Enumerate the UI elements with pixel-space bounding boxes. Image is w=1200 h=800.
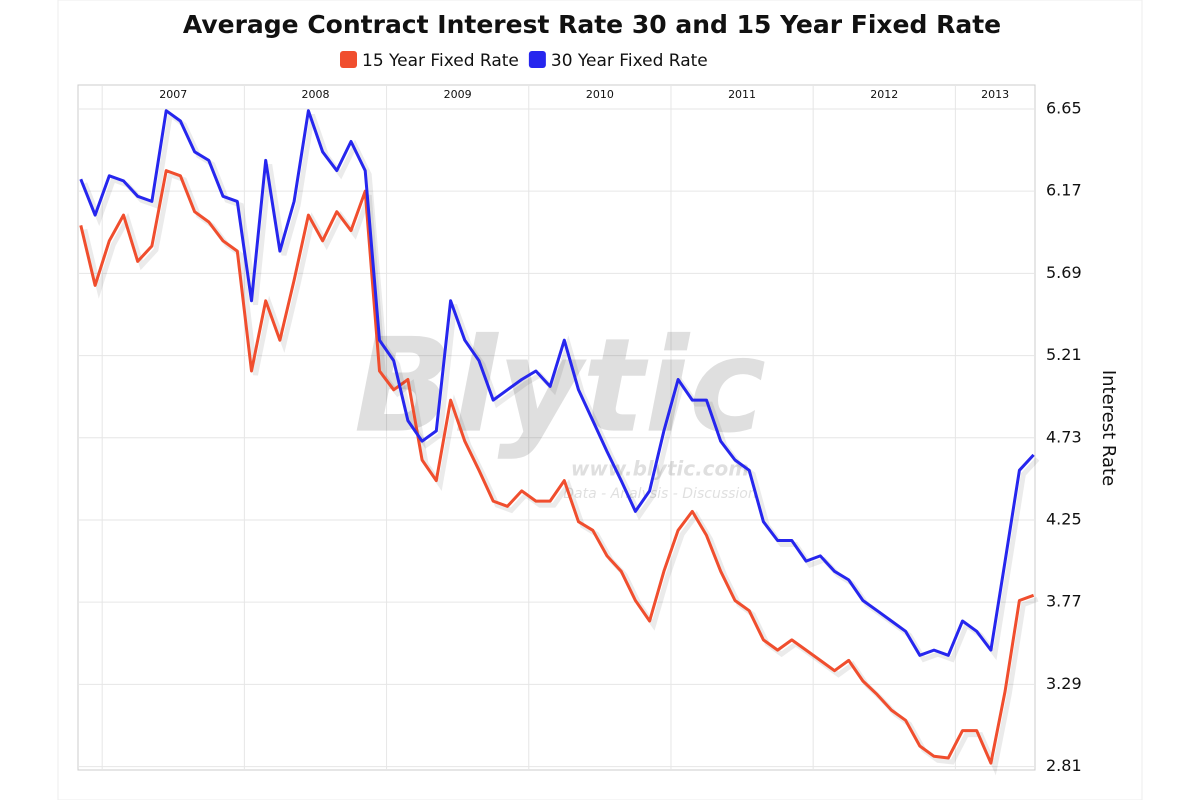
y-tick-label: 6.65 bbox=[1046, 98, 1082, 117]
y-tick-label: 5.21 bbox=[1046, 345, 1082, 364]
x-tick-label: 2009 bbox=[444, 88, 472, 101]
legend-swatch bbox=[340, 51, 357, 68]
watermark-tagline: Data - Analysis - Discussion bbox=[563, 486, 756, 502]
y-axis-label: Interest Rate bbox=[1098, 370, 1119, 486]
y-tick-label: 2.81 bbox=[1046, 756, 1082, 775]
y-tick-label: 6.17 bbox=[1046, 181, 1082, 200]
legend-label: 30 Year Fixed Rate bbox=[551, 51, 708, 71]
y-tick-label: 4.25 bbox=[1046, 509, 1082, 528]
legend-swatch bbox=[528, 51, 546, 68]
legend-label: 15 Year Fixed Rate bbox=[362, 51, 519, 71]
watermark: Blytic www.blytic.com Data - Analysis - … bbox=[354, 310, 766, 502]
x-tick-label: 2007 bbox=[159, 88, 187, 101]
watermark-logo: Blytic bbox=[354, 310, 766, 462]
watermark-url: www.blytic.com bbox=[571, 457, 749, 481]
x-tick-label: 2011 bbox=[728, 88, 756, 101]
y-tick-label: 3.77 bbox=[1046, 592, 1082, 611]
x-tick-label: 2013 bbox=[981, 88, 1009, 101]
x-tick-label: 2012 bbox=[870, 88, 898, 101]
y-tick-label: 5.69 bbox=[1046, 263, 1082, 282]
chart-title: Average Contract Interest Rate 30 and 15… bbox=[183, 10, 1001, 39]
y-tick-label: 3.29 bbox=[1046, 674, 1082, 693]
x-tick-label: 2010 bbox=[586, 88, 614, 101]
series-line bbox=[79, 109, 1035, 657]
y-tick-label: 4.73 bbox=[1046, 427, 1082, 446]
x-tick-label: 2008 bbox=[301, 88, 329, 101]
legend: 15 Year Fixed Rate 30 Year Fixed Rate bbox=[340, 51, 708, 71]
plot-area bbox=[77, 84, 1036, 771]
series-line bbox=[79, 169, 1035, 765]
